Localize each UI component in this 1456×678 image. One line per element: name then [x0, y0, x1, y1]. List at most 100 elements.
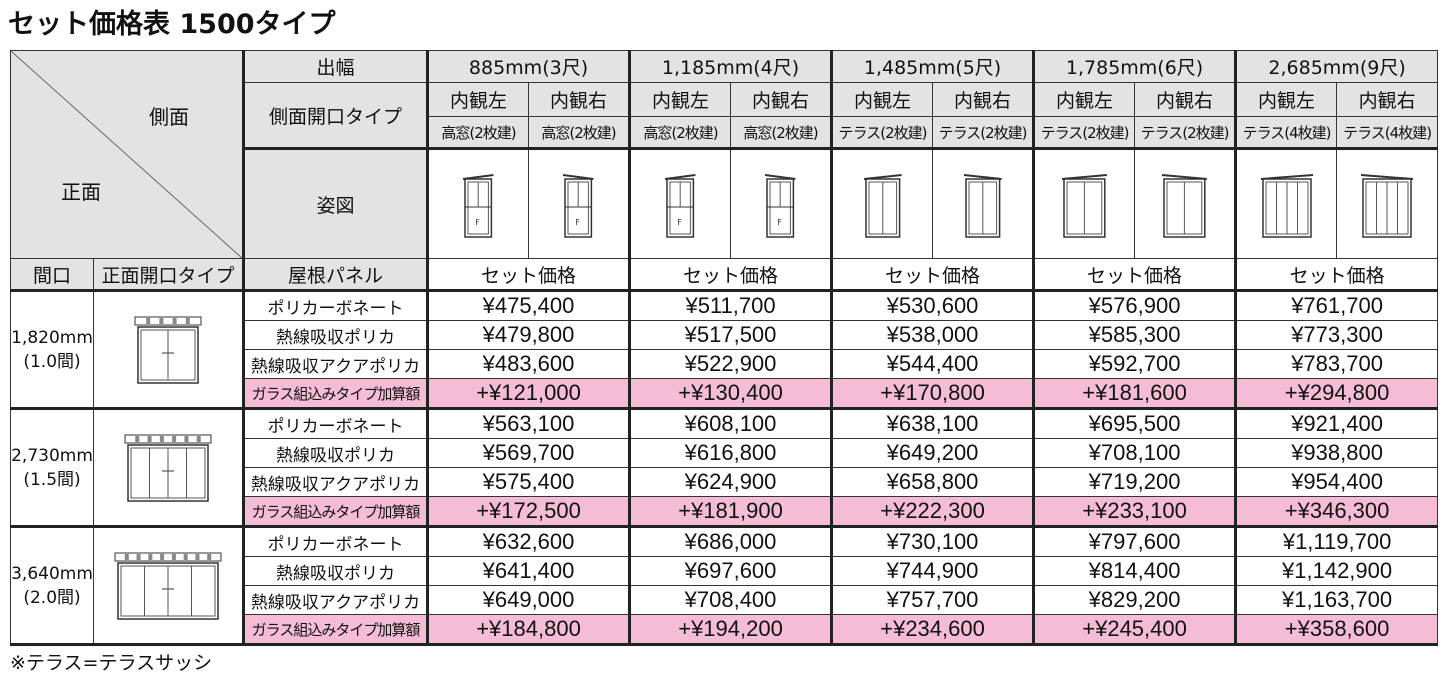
side-open-type: 高窓(2枚建) [730, 116, 833, 149]
side-direction: 内観左 [426, 82, 529, 117]
set-price: ¥708,400 [628, 585, 833, 615]
figure-cell [830, 147, 934, 259]
set-price: ¥829,200 [1032, 585, 1237, 615]
front-figure-cell [93, 525, 244, 646]
side-direction: 内観右 [1336, 82, 1439, 117]
sunroom-side-figure-icon [835, 169, 932, 239]
set-price: ¥783,700 [1234, 349, 1439, 379]
glass-addition-price: +¥170,800 [830, 378, 1035, 410]
side-open-type: 高窓(2枚建) [527, 116, 631, 149]
set-price: ¥585,300 [1032, 320, 1237, 350]
set-price: ¥686,000 [628, 525, 833, 557]
roof-panel-type: 熱線吸収ポリカ [242, 320, 428, 350]
svg-text:F: F [475, 218, 480, 227]
frontage-cell: 3,640mm (2.0間) [10, 525, 94, 646]
sunroom-side-figure-icon: F [431, 169, 528, 239]
set-price: ¥479,800 [425, 320, 631, 350]
figure-cell: F [527, 147, 631, 259]
roof-panel-type: ガラス組込みタイプ加算額 [242, 614, 428, 646]
set-price: ¥608,100 [628, 407, 833, 439]
svg-text:F: F [678, 218, 683, 227]
set-price: ¥517,500 [628, 320, 833, 350]
sunroom-side-figure-icon [934, 169, 1033, 239]
corner-diagonal-cell: 側面 正面 [10, 50, 244, 259]
set-price: ¥632,600 [425, 525, 631, 557]
figure-cell [932, 147, 1035, 259]
set-price: ¥744,900 [830, 556, 1035, 586]
front-figure-cell [93, 289, 244, 410]
glass-addition-price: +¥233,100 [1032, 496, 1237, 528]
set-price: ¥522,900 [628, 349, 833, 379]
set-price: ¥544,400 [830, 349, 1035, 379]
side-direction: 内観右 [730, 82, 833, 117]
figure-cell [1234, 147, 1338, 259]
price-row: 熱線吸収アクアポリカ ¥575,400 ¥624,900 ¥658,800 ¥719,2… [11, 467, 1439, 497]
set-price: ¥695,500 [1032, 407, 1237, 439]
set-price: ¥649,200 [830, 438, 1035, 468]
side-direction: 内観左 [628, 82, 732, 117]
side-direction: 内観左 [1032, 82, 1136, 117]
page-title: セット価格表 1500タイプ [8, 9, 336, 40]
set-price: ¥814,400 [1032, 556, 1237, 586]
set-price: ¥616,800 [628, 438, 833, 468]
set-price: ¥569,700 [425, 438, 631, 468]
set-price: ¥563,100 [425, 407, 631, 439]
side-direction: 内観右 [1134, 82, 1237, 117]
depth-label: 出幅 [242, 50, 428, 83]
sunroom-side-figure-icon: F [530, 169, 629, 239]
set-price: ¥641,400 [425, 556, 631, 586]
glass-addition-price: +¥294,800 [1234, 378, 1439, 410]
frontage-ken: (1.5間) [23, 469, 81, 490]
set-price: ¥624,900 [628, 467, 833, 497]
set-price: ¥592,700 [1032, 349, 1237, 379]
side-open-type: 高窓(2枚建) [426, 116, 529, 149]
sunroom-side-figure-icon [1338, 169, 1437, 239]
set-price: ¥730,100 [830, 525, 1035, 557]
price-table: 側面 正面 出幅 885mm(3尺) 1,185mm(4尺) 1,485mm(5… [10, 50, 1439, 646]
set-price: ¥658,800 [830, 467, 1035, 497]
price-row: ガラス組込みタイプ加算額 +¥172,500 +¥181,900 +¥222,300 +… [11, 496, 1439, 528]
set-price: ¥530,600 [830, 289, 1035, 321]
footnote: ※テラス=テラスサッシ [10, 652, 213, 674]
frontage-ken: (1.0間) [23, 351, 81, 372]
set-price: ¥797,600 [1032, 525, 1237, 557]
side-open-type: テラス(2枚建) [1134, 116, 1237, 149]
sunroom-front-figure-icon [95, 549, 243, 623]
set-price: ¥719,200 [1032, 467, 1237, 497]
side-open-type: テラス(2枚建) [830, 116, 934, 149]
depth-header: 2,685mm(9尺) [1234, 50, 1439, 83]
side-direction: 内観左 [830, 82, 934, 117]
sunroom-side-figure-icon: F [732, 169, 831, 239]
price-row: 1,820mm (1.0間) ポリカーボネート ¥475,400 ¥511,700 ¥53… [10, 289, 1439, 410]
side-open-type: テラス(4枚建) [1336, 116, 1439, 149]
side-label: 側面 [149, 105, 189, 129]
figure-cell [1134, 147, 1237, 259]
set-price: ¥638,100 [830, 407, 1035, 439]
figure-label: 姿図 [242, 147, 428, 259]
set-price: ¥483,600 [425, 349, 631, 379]
set-price-header: セット価格 [425, 258, 631, 291]
set-price: ¥649,000 [425, 585, 631, 615]
set-price: ¥511,700 [628, 289, 833, 321]
side-open-type: テラス(2枚建) [1032, 116, 1136, 149]
set-price: ¥761,700 [1234, 289, 1439, 321]
price-row: 2,730mm (1.5間) ポリカーボネート ¥563,100 ¥608,100 ¥63… [10, 407, 1439, 528]
set-price: ¥954,400 [1234, 467, 1439, 497]
price-row: ガラス組込みタイプ加算額 +¥121,000 +¥130,400 +¥170,800 +… [11, 378, 1439, 410]
roof-panel-type: 熱線吸収アクアポリカ [242, 349, 428, 379]
depth-header: 885mm(3尺) [425, 50, 631, 83]
glass-addition-price: +¥184,800 [425, 614, 631, 646]
price-row: 3,640mm (2.0間) ポリカーボネート ¥632,600 ¥686,000 ¥73… [10, 525, 1439, 646]
roof-panel-type: ガラス組込みタイプ加算額 [242, 496, 428, 528]
set-price: ¥475,400 [425, 289, 631, 321]
figure-cell [1336, 147, 1439, 259]
roof-panel-type: ポリカーボネート [242, 407, 428, 439]
set-price: ¥538,000 [830, 320, 1035, 350]
glass-addition-price: +¥234,600 [830, 614, 1035, 646]
frontage-cell: 2,730mm (1.5間) [10, 407, 94, 528]
roof-panel-type: 熱線吸収アクアポリカ [242, 467, 428, 497]
depth-header: 1,185mm(4尺) [628, 50, 833, 83]
glass-addition-price: +¥181,600 [1032, 378, 1237, 410]
depth-header: 1,485mm(5尺) [830, 50, 1035, 83]
roof-panel-type: ガラス組込みタイプ加算額 [242, 378, 428, 410]
